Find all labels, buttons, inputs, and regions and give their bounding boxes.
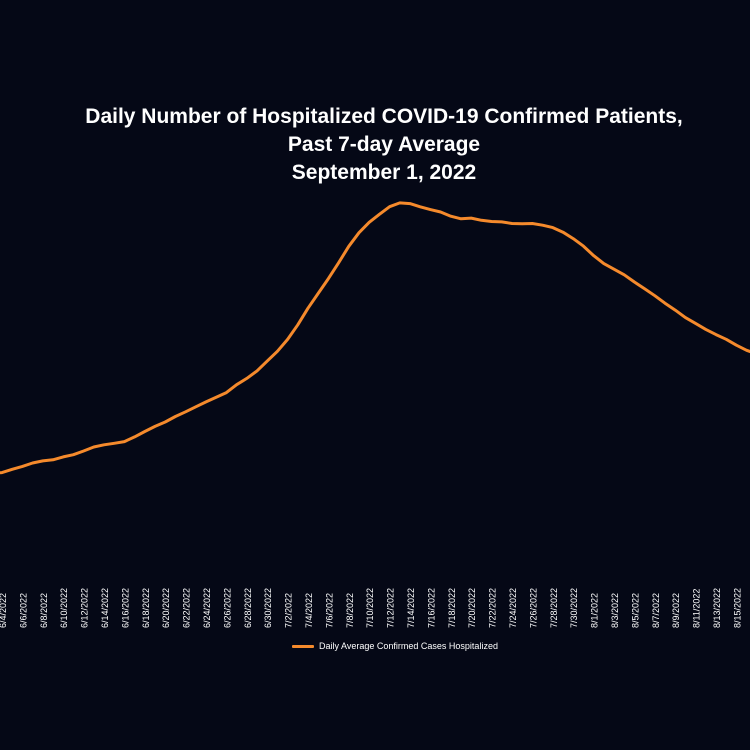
x-tick-label: 6/30/2022 (263, 588, 273, 628)
x-tick-label: 8/5/2022 (630, 593, 640, 628)
legend-swatch (292, 644, 315, 648)
chart-title-line-2: Past 7-day Average (287, 133, 481, 156)
x-tick-label: 7/14/2022 (406, 588, 416, 628)
x-tick-label: 8/1/2022 (590, 593, 600, 628)
x-tick-label: 7/8/2022 (345, 593, 355, 628)
chart-title: Daily Number of Hospitalized COVID-19 Co… (0, 103, 750, 187)
x-tick-label: 6/24/2022 (202, 588, 212, 628)
x-tick-label: 6/12/2022 (80, 588, 90, 628)
x-tick-label: 6/26/2022 (222, 588, 232, 628)
x-tick-label: 7/22/2022 (488, 588, 498, 628)
x-tick-label: 6/28/2022 (243, 588, 253, 628)
x-tick-label: 7/16/2022 (426, 588, 436, 628)
x-tick-label: 7/26/2022 (528, 588, 538, 628)
series-line (0, 201, 750, 475)
x-tick-label: 6/4/2022 (0, 593, 8, 628)
x-tick-label: 7/20/2022 (467, 588, 477, 628)
x-tick-label: 6/8/2022 (39, 593, 49, 628)
x-tick-label: 7/18/2022 (447, 588, 457, 628)
x-tick-label: 8/11/2022 (692, 589, 702, 628)
x-tick-label: 6/22/2022 (182, 588, 192, 628)
x-tick-label: 7/24/2022 (508, 588, 518, 628)
chart-legend: Daily Average Confirmed Cases Hospitaliz… (0, 641, 750, 651)
x-tick-label: 8/7/2022 (651, 593, 661, 628)
x-tick-label: 6/16/2022 (120, 588, 130, 628)
x-tick-label: 6/6/2022 (18, 593, 28, 628)
x-tick-label: 8/13/2022 (712, 588, 722, 628)
x-tick-label: 7/10/2022 (365, 588, 375, 628)
x-tick-label: 6/20/2022 (161, 588, 171, 628)
x-tick-label: 8/3/2022 (610, 593, 620, 628)
chart-title-line-3: September 1, 2022 (291, 161, 477, 184)
chart-title-line-1: Daily Number of Hospitalized COVID-19 Co… (85, 105, 683, 128)
x-tick-label: 8/9/2022 (671, 593, 681, 628)
x-tick-label: 6/10/2022 (59, 588, 69, 628)
x-tick-label: 7/4/2022 (304, 593, 314, 628)
x-tick-label: 6/18/2022 (141, 588, 151, 628)
legend-label: Daily Average Confirmed Cases Hospitaliz… (319, 641, 498, 651)
x-tick-label: 7/28/2022 (549, 588, 559, 628)
x-tick-label: 7/30/2022 (569, 588, 579, 628)
x-tick-label: 7/12/2022 (386, 588, 396, 628)
x-tick-label: 8/15/2022 (732, 588, 742, 628)
x-tick-label: 6/14/2022 (100, 588, 110, 628)
x-tick-label: 7/2/2022 (284, 593, 294, 628)
x-tick-label: 7/6/2022 (324, 593, 334, 628)
